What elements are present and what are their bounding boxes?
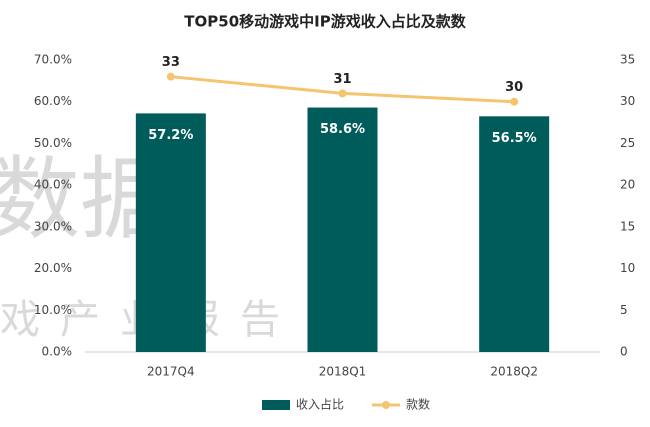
bar-value-label: 57.2% <box>148 128 193 143</box>
y2-tick-label: 25 <box>620 136 635 150</box>
y-tick-label: 50.0% <box>34 136 72 150</box>
x-tick-label: 2018Q2 <box>490 365 538 379</box>
bar <box>479 116 550 352</box>
x-tick-label: 2017Q4 <box>147 365 195 379</box>
bar-value-label: 58.6% <box>320 122 365 137</box>
point-value-label: 33 <box>162 55 180 70</box>
chart-title: TOP50移动游戏中IP游戏收入占比及款数 <box>184 13 466 31</box>
line-point <box>338 89 347 98</box>
y-tick-label: 70.0% <box>34 53 72 67</box>
legend-swatch <box>382 401 390 409</box>
point-value-label: 31 <box>333 72 351 87</box>
bar-value-label: 56.5% <box>492 131 537 146</box>
y2-tick-label: 20 <box>620 178 635 192</box>
y2-tick-label: 15 <box>620 219 635 233</box>
x-tick-label: 2018Q1 <box>319 365 367 379</box>
y2-tick-label: 35 <box>620 53 635 67</box>
y-tick-label: 10.0% <box>34 303 72 317</box>
y-tick-label: 0.0% <box>42 345 73 359</box>
line-point <box>166 72 175 81</box>
y-tick-label: 60.0% <box>34 94 72 108</box>
point-value-label: 30 <box>505 80 523 95</box>
y2-tick-label: 30 <box>620 94 635 108</box>
y2-tick-label: 10 <box>620 261 635 275</box>
legend-swatch <box>262 400 290 410</box>
y-tick-label: 40.0% <box>34 178 72 192</box>
y-tick-label: 20.0% <box>34 261 72 275</box>
bar <box>307 107 378 352</box>
line-point <box>510 97 519 106</box>
bar <box>135 113 206 352</box>
y2-tick-label: 5 <box>620 303 628 317</box>
y2-tick-label: 0 <box>620 345 628 359</box>
legend-label: 款数 <box>406 397 430 412</box>
y-tick-label: 30.0% <box>34 219 72 233</box>
legend-label: 收入占比 <box>296 397 344 412</box>
